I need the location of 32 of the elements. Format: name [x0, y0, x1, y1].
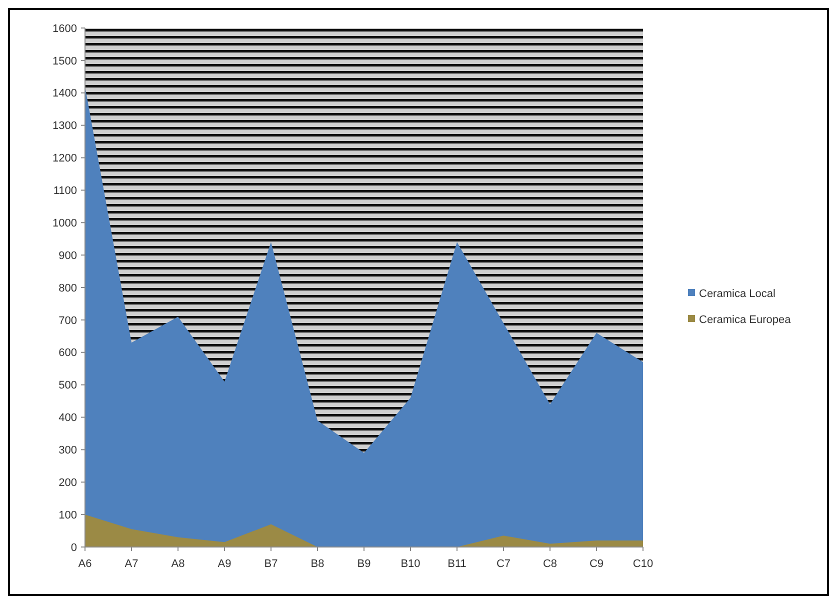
- y-tick-label: 1100: [53, 185, 77, 198]
- y-tick-label: 600: [58, 347, 77, 360]
- y-tick-label: 800: [58, 282, 77, 294]
- x-tick-label: C8: [542, 558, 558, 570]
- y-tick-label: 500: [58, 380, 77, 392]
- y-tick-label: 900: [58, 250, 77, 262]
- y-tick-label: 1400: [52, 88, 77, 100]
- x-tick-label: A8: [171, 558, 185, 570]
- x-tick-label: B9: [357, 558, 371, 570]
- x-tick-label: B11: [448, 558, 466, 570]
- x-tick-label: A7: [124, 558, 138, 570]
- y-tick-label: 400: [58, 412, 77, 424]
- y-tick-label: 300: [58, 444, 77, 457]
- y-tick-label: 1500: [52, 55, 77, 68]
- x-tick-label: B7: [264, 558, 278, 570]
- legend-label: Ceramica Local: [699, 288, 776, 300]
- legend-label: Ceramica Europea: [699, 314, 792, 326]
- y-tick-label: 1200: [52, 152, 77, 165]
- x-tick-label: C7: [496, 558, 511, 570]
- x-tick-label: C9: [589, 558, 604, 570]
- x-tick-label: A9: [218, 558, 232, 570]
- x-tick-label: B8: [310, 558, 324, 570]
- y-tick-label: 200: [58, 476, 77, 489]
- y-tick-label: 1600: [52, 22, 77, 35]
- x-tick-label: A6: [78, 558, 92, 570]
- y-tick-label: 0: [70, 542, 77, 554]
- y-tick-label: 100: [58, 509, 77, 522]
- y-tick-label: 1300: [52, 120, 77, 132]
- y-tick-label: 700: [58, 314, 77, 327]
- x-tick-label: B10: [400, 558, 420, 570]
- x-tick-label: C10: [632, 558, 654, 570]
- y-tick-label: 1000: [52, 217, 77, 230]
